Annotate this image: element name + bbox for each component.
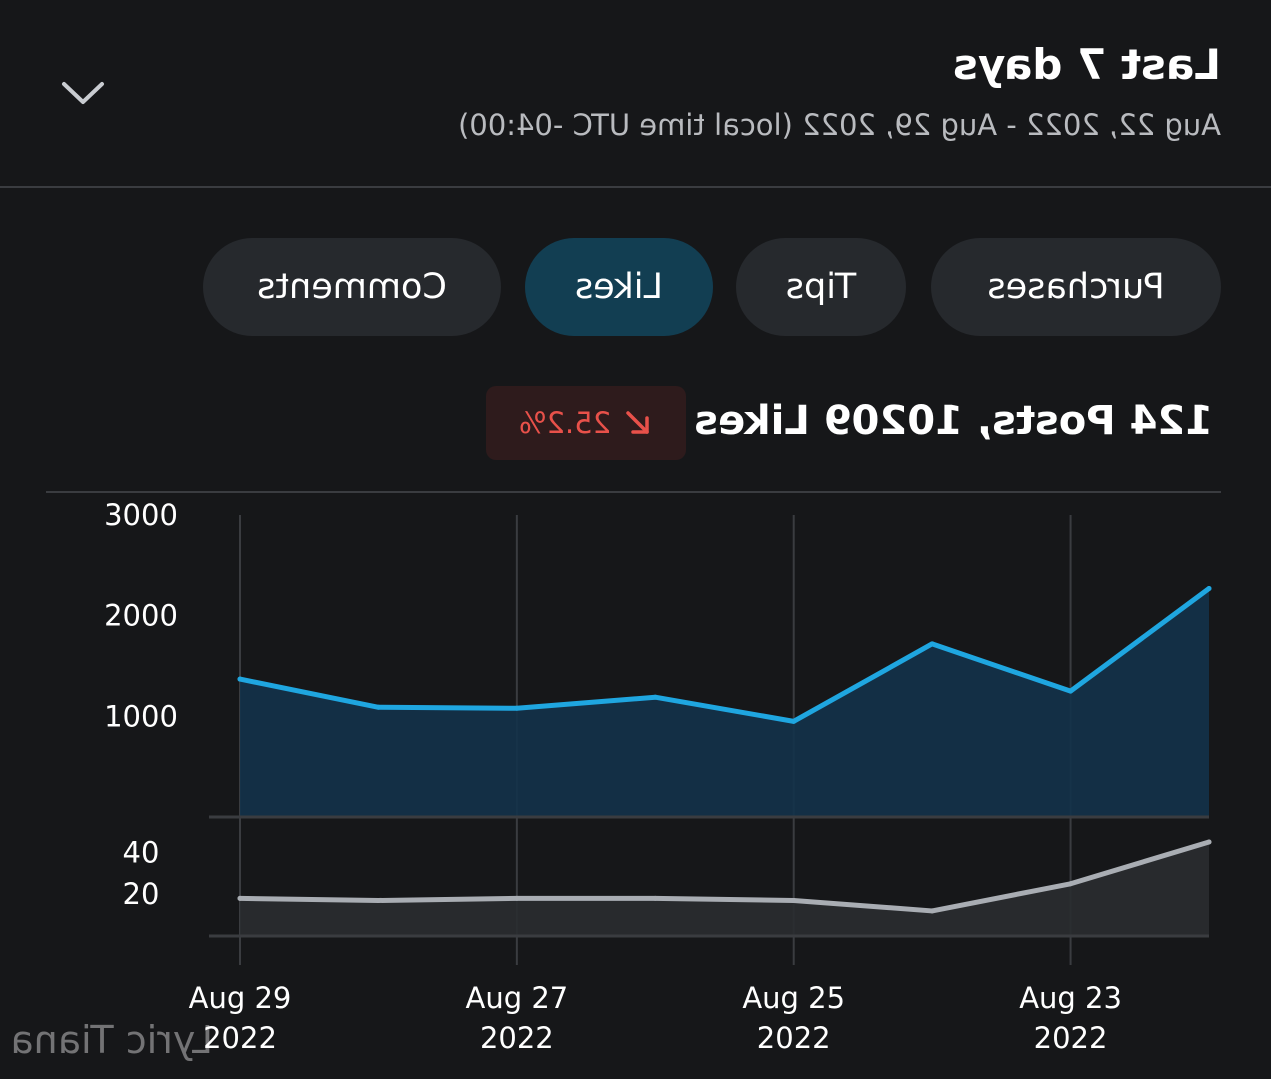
x-tick-year-0: 2022 [1034, 1021, 1108, 1055]
change-badge: 25.2% [486, 386, 686, 460]
x-tick-year-3: 2022 [203, 1021, 277, 1055]
x-tick-label-0: Aug 23 [1019, 981, 1122, 1015]
header: Last 7 days Aug 22, 2022 - Aug 29, 2022 … [0, 0, 1271, 188]
likes-point-0 [1206, 585, 1212, 591]
posts-area [240, 842, 1209, 936]
likes-point-3 [791, 718, 797, 724]
posts-point-6 [375, 897, 381, 903]
posts-y-tick-0: 20 [123, 877, 160, 911]
x-tick-year-1: 2022 [757, 1021, 831, 1055]
x-tick-label-2: Aug 27 [465, 981, 568, 1015]
posts-point-0 [1206, 839, 1212, 845]
posts-point-5 [514, 895, 520, 901]
posts-point-3 [791, 897, 797, 903]
likes-line [237, 585, 1212, 724]
likes-y-tick-1: 2000 [104, 599, 178, 633]
likes-area [240, 588, 1209, 817]
likes-point-2 [929, 641, 935, 647]
arrow-down-left-icon [626, 411, 649, 434]
likes-point-5 [514, 705, 520, 711]
posts-point-1 [1068, 881, 1074, 887]
posts-point-2 [929, 908, 935, 914]
posts-point-7 [237, 895, 243, 901]
x-tick-label-1: Aug 25 [742, 981, 845, 1015]
posts-y-tick-1: 40 [123, 835, 160, 869]
likes-point-4 [652, 694, 658, 700]
likes-point-7 [237, 676, 243, 682]
x-tick-year-2: 2022 [480, 1021, 554, 1055]
posts-point-4 [652, 895, 658, 901]
likes-point-1 [1068, 688, 1074, 694]
watermark: Lyric Tiana [10, 1018, 213, 1062]
posts-line [237, 839, 1212, 914]
x-tick-label-3: Aug 29 [189, 981, 292, 1015]
likes-point-6 [375, 704, 381, 710]
likes-y-tick-0: 1000 [104, 699, 178, 733]
chevron-down-icon[interactable] [60, 78, 106, 108]
likes-y-tick-2: 3000 [104, 498, 178, 532]
